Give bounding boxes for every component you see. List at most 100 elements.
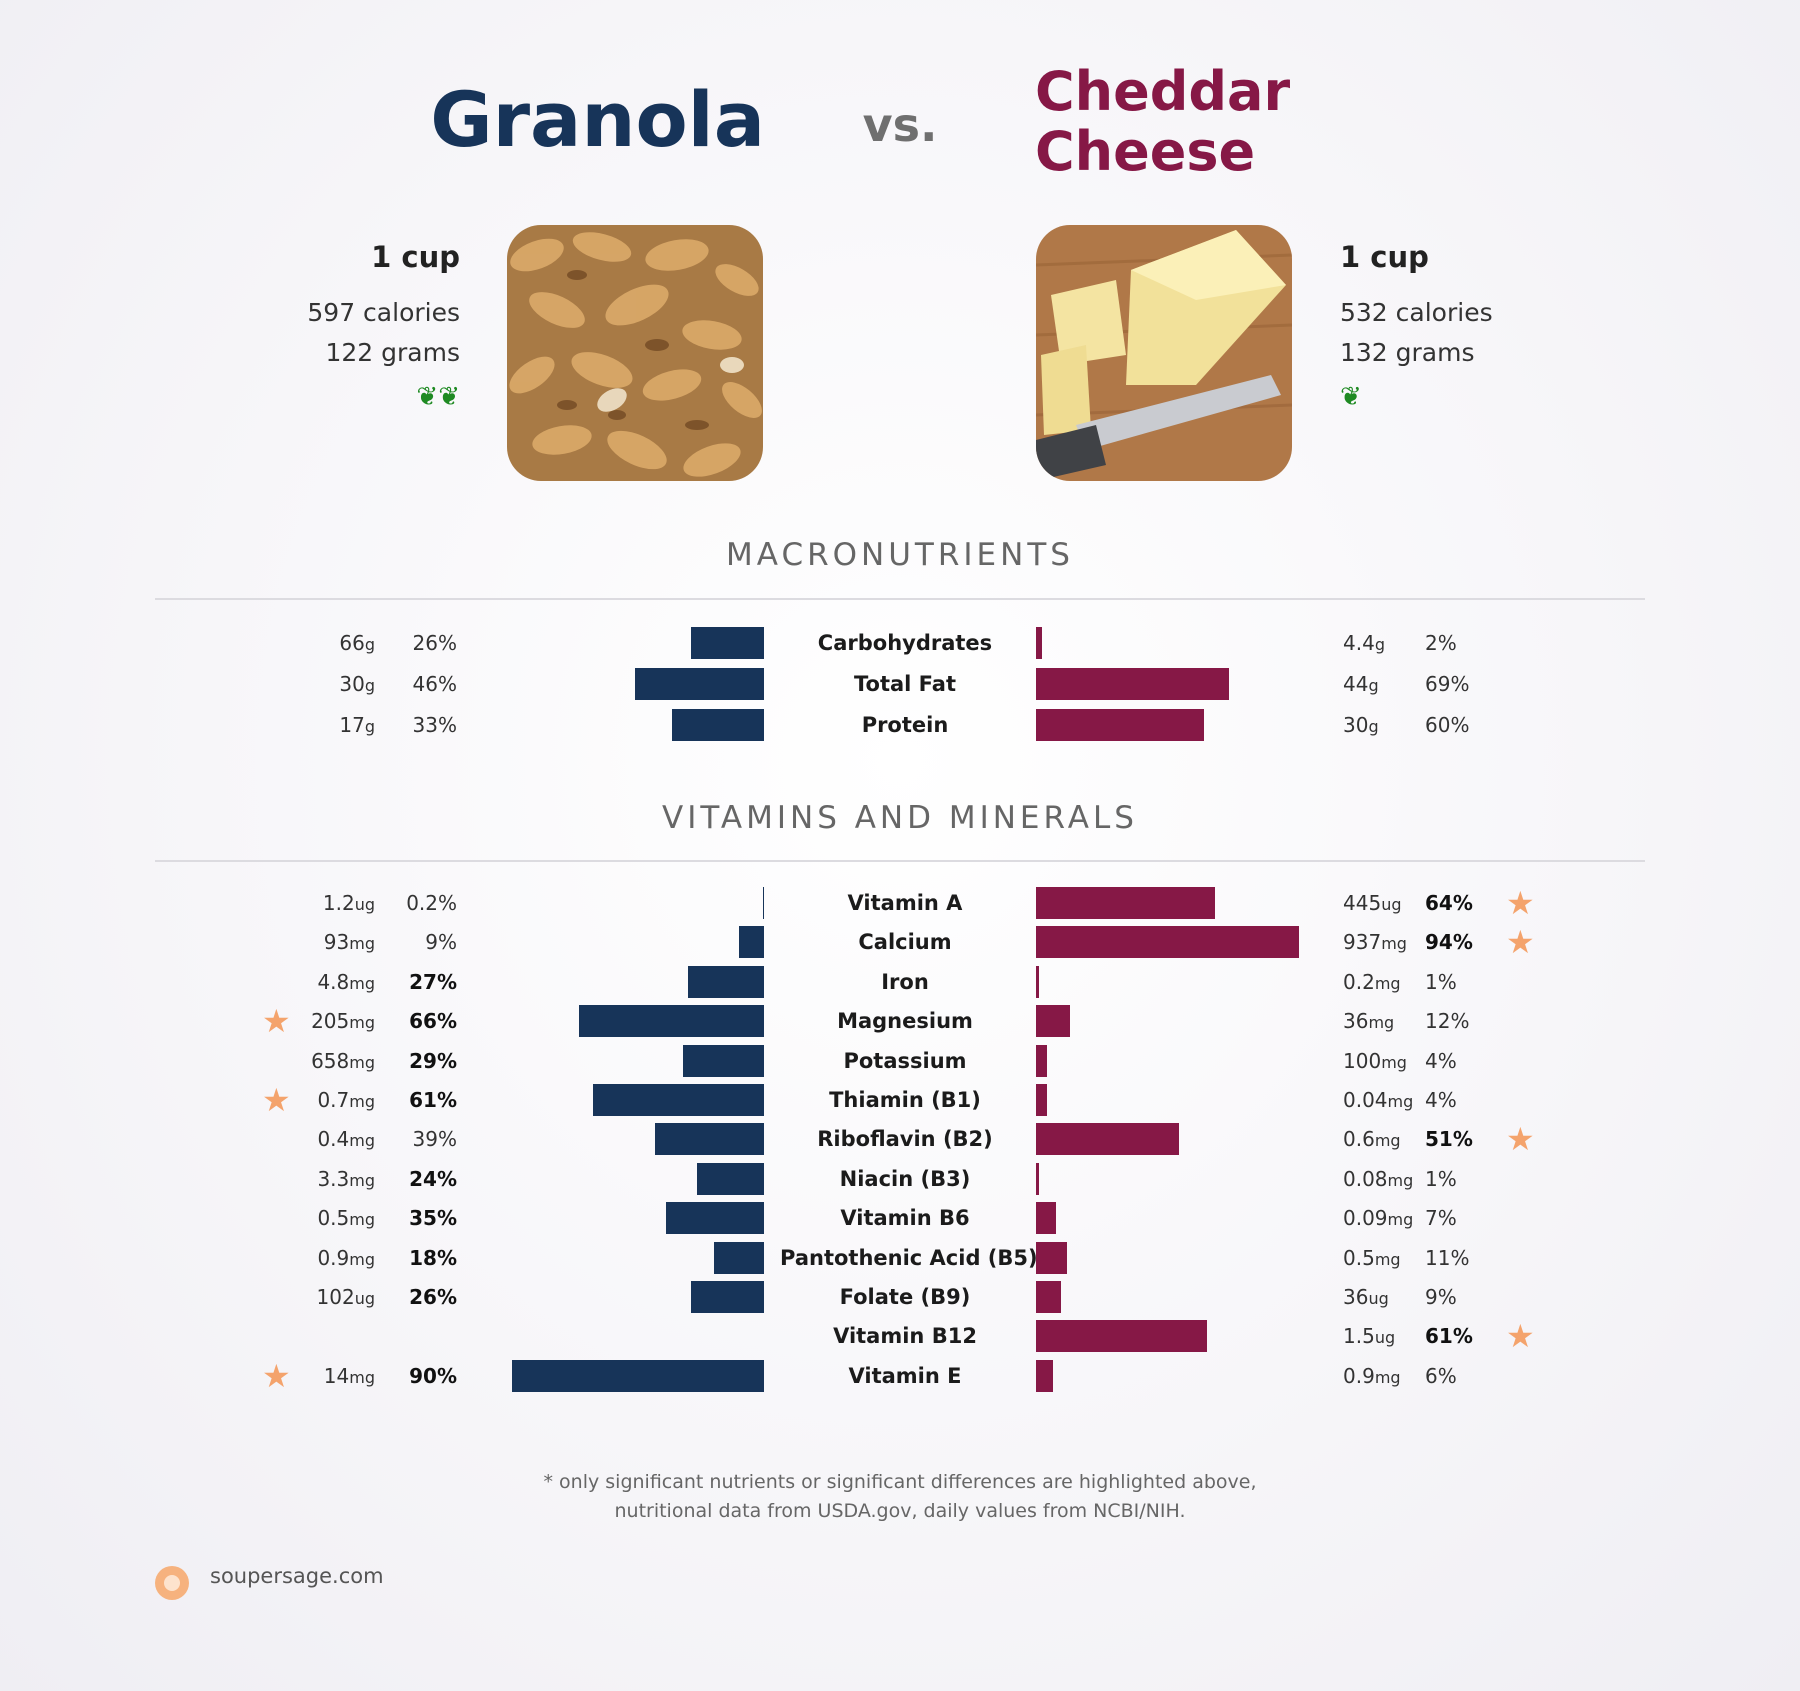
right-pct-potassium: 4% <box>1425 1048 1457 1073</box>
right-bar-total-fat <box>1036 668 1230 700</box>
right-amount-carbohydrates-unit: g <box>1374 635 1385 654</box>
left-pct-folate-b9: 26% <box>409 1285 457 1309</box>
left-amount-total-fat: 30g <box>339 664 375 706</box>
label-folate-b9: Folate (B9) <box>839 1285 971 1309</box>
row-folate-b9: 102ug 26% Folate (B9) 36ug 9% <box>0 1277 1800 1317</box>
vitamins-heading: VITAMINS AND MINERALS <box>662 800 1138 836</box>
label-pantothenic-acid-b5: Pantothenic Acid (B5) <box>780 1245 1038 1270</box>
label-vitamin-b6: Vitamin B6 <box>840 1206 970 1231</box>
left-amount-magnesium: 205mg <box>311 1001 375 1043</box>
right-bar-calcium <box>1036 926 1300 959</box>
footnote-line1: * only significant nutrients or signific… <box>543 1471 1257 1493</box>
row-potassium: 658mg 29% Potassium 100mg 4% <box>0 1041 1800 1081</box>
footnote-line2: nutritional data from USDA.gov, daily va… <box>614 1500 1186 1522</box>
right-pct-calcium: 94% <box>1425 930 1473 955</box>
right-bar-pantothenic-acid-b5 <box>1036 1241 1067 1274</box>
row-riboflavin-b2: 0.4mg 39% Riboflavin (B2) 0.6mg 51% ★ <box>0 1119 1800 1159</box>
right-amount-protein-unit: g <box>1368 717 1379 736</box>
left-amount-riboflavin-b2-value: 0.4 <box>317 1127 350 1152</box>
brand-link[interactable]: soupersage.com <box>210 1564 384 1588</box>
right-amount-protein-value: 30 <box>1343 713 1369 737</box>
left-amount-vitamin-b6-unit: mg <box>349 1210 375 1230</box>
row-total-fat: 30g 46% Total Fat 44g 69% <box>0 664 1800 704</box>
left-amount-calcium-unit: mg <box>349 934 375 954</box>
right-amount-vitamin-b12-value: 1.5 <box>1343 1324 1375 1349</box>
right-bar-protein <box>1036 709 1204 741</box>
right-amount-folate-b9: 36ug <box>1343 1277 1389 1319</box>
right-amount-carbohydrates-value: 4.4 <box>1343 631 1375 655</box>
macronutrients-heading: MACRONUTRIENTS <box>726 537 1074 573</box>
left-bar-folate-b9 <box>691 1281 764 1313</box>
label-potassium: Potassium <box>843 1048 967 1073</box>
granola-photo <box>507 225 763 481</box>
vitamins-divider <box>155 860 1645 862</box>
right-bar-vitamin-e <box>1036 1359 1053 1392</box>
left-bar-vitamin-e <box>512 1359 764 1392</box>
right-amount-pantothenic-acid-b5-unit: mg <box>1374 1249 1401 1269</box>
right-amount-vitamin-e-value: 0.9 <box>1343 1363 1375 1388</box>
left-amount-carbohydrates: 66g <box>339 623 375 665</box>
right-pct-vitamin-b12: 61% <box>1425 1324 1473 1349</box>
left-amount-magnesium-value: 205 <box>311 1009 350 1034</box>
right-bar-potassium <box>1036 1044 1048 1077</box>
right-star-icon-riboflavin-b2: ★ <box>1506 1120 1535 1159</box>
left-amount-pantothenic-acid-b5-unit: mg <box>349 1249 375 1269</box>
right-pct-riboflavin-b2: 51% <box>1425 1127 1473 1152</box>
left-amount-vitamin-a-unit: ug <box>354 895 375 914</box>
left-amount-carbohydrates-unit: g <box>364 635 375 654</box>
left-amount-niacin-b3-unit: mg <box>349 1170 375 1190</box>
right-amount-vitamin-a-unit: ug <box>1381 895 1402 914</box>
right-amount-magnesium-unit: mg <box>1368 1013 1395 1033</box>
right-bar-vitamin-a <box>1036 887 1216 919</box>
right-amount-vitamin-a-value: 445 <box>1343 891 1382 915</box>
right-amount-vitamin-b12: 1.5ug <box>1343 1316 1395 1358</box>
right-star-icon-vitamin-b12: ★ <box>1506 1317 1535 1356</box>
right-amount-niacin-b3-unit: mg <box>1387 1170 1414 1190</box>
right-bar-niacin-b3 <box>1036 1162 1039 1195</box>
row-carbohydrates: 66g 26% Carbohydrates 4.4g 2% <box>0 623 1800 663</box>
left-bar-iron <box>688 965 764 998</box>
left-serving: 1 cup <box>371 240 460 274</box>
left-amount-iron-value: 4.8 <box>317 969 350 994</box>
right-pct-vitamin-e: 6% <box>1425 1363 1457 1388</box>
right-calories: 532 calories <box>1340 298 1493 327</box>
right-amount-vitamin-b6-unit: mg <box>1387 1210 1414 1230</box>
right-bar-carbohydrates <box>1036 627 1042 659</box>
right-amount-calcium-value: 937 <box>1343 930 1382 955</box>
left-amount-protein: 17g <box>339 705 375 747</box>
left-amount-pantothenic-acid-b5-value: 0.9 <box>317 1245 350 1270</box>
left-amount-protein-value: 17 <box>339 713 365 737</box>
right-pct-thiamin-b1: 4% <box>1425 1088 1457 1112</box>
right-title-line2: Cheese <box>1035 120 1256 183</box>
right-amount-magnesium-value: 36 <box>1343 1009 1369 1034</box>
left-pct-iron: 27% <box>409 969 457 994</box>
row-thiamin-b1: 0.7mg 61% Thiamin (B1) 0.04mg 4% ★ <box>0 1080 1800 1120</box>
left-amount-total-fat-value: 30 <box>339 672 365 696</box>
soupersage-logo-inner <box>164 1575 180 1591</box>
left-pct-thiamin-b1: 61% <box>409 1088 457 1112</box>
left-bar-niacin-b3 <box>696 1162 764 1195</box>
left-pct-vitamin-a: 0.2% <box>406 891 457 915</box>
right-bar-riboflavin-b2 <box>1036 1123 1179 1156</box>
left-bar-magnesium <box>579 1005 764 1038</box>
left-bar-calcium <box>738 926 764 959</box>
left-amount-vitamin-a-value: 1.2 <box>322 891 355 915</box>
label-protein: Protein <box>861 713 949 737</box>
left-star-icon-thiamin-b1: ★ <box>262 1081 291 1119</box>
right-amount-total-fat-value: 44 <box>1343 672 1369 696</box>
left-amount-riboflavin-b2-unit: mg <box>349 1131 375 1151</box>
right-amount-thiamin-b1-value: 0.04 <box>1343 1088 1388 1112</box>
left-amount-thiamin-b1-value: 0.7 <box>317 1088 350 1112</box>
right-amount-niacin-b3: 0.08mg <box>1343 1159 1413 1201</box>
right-amount-total-fat: 44g <box>1343 664 1379 706</box>
left-amount-vitamin-b6-value: 0.5 <box>317 1206 350 1231</box>
label-vitamin-a: Vitamin A <box>847 891 963 915</box>
right-bar-folate-b9 <box>1036 1281 1062 1313</box>
left-pct-total-fat: 46% <box>412 672 457 696</box>
right-pct-iron: 1% <box>1425 969 1457 994</box>
right-amount-potassium: 100mg <box>1343 1041 1407 1083</box>
left-pct-calcium: 9% <box>425 930 457 955</box>
left-amount-vitamin-e-value: 14 <box>323 1363 350 1388</box>
right-amount-vitamin-b6-value: 0.09 <box>1343 1206 1388 1231</box>
left-amount-potassium-unit: mg <box>349 1052 375 1072</box>
